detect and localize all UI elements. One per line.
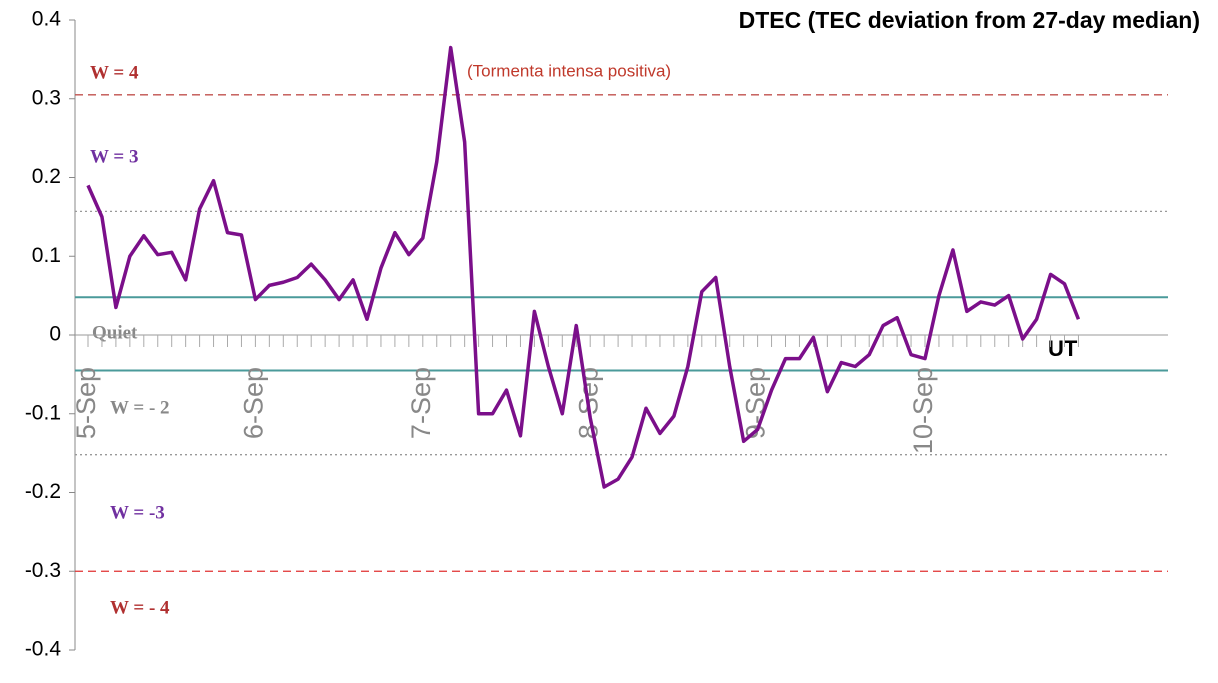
x-tick-label: 7-Sep	[406, 367, 436, 439]
x-tick-label: 5-Sep	[71, 367, 101, 439]
zone-label: W = - 2	[110, 397, 170, 418]
y-tick-label: 0.2	[32, 165, 61, 188]
x-tick-label: 6-Sep	[239, 367, 269, 439]
zone-label: Quiet	[92, 322, 138, 343]
zone-label: W = 3	[90, 146, 138, 167]
annotation: (Tormenta intensa positiva)	[467, 61, 671, 80]
x-tick-label: 10-Sep	[908, 367, 938, 454]
chart-title: DTEC (TEC deviation from 27-day median)	[739, 7, 1200, 33]
zone-label: W = - 4	[110, 597, 170, 618]
y-tick-label: 0	[49, 323, 61, 346]
y-tick-label: -0.2	[25, 480, 61, 503]
y-tick-label: 0.4	[32, 8, 62, 31]
y-tick-label: 0.1	[32, 244, 61, 267]
x-axis-label: UT	[1048, 336, 1078, 361]
y-tick-label: 0.3	[32, 86, 61, 109]
data-line	[86, 45, 1081, 489]
y-tick-label: -0.4	[25, 638, 62, 661]
y-tick-label: -0.3	[25, 559, 61, 582]
zone-label: W = -3	[110, 502, 165, 523]
zone-label: W = 4	[90, 62, 139, 83]
y-tick-label: -0.1	[25, 401, 61, 424]
